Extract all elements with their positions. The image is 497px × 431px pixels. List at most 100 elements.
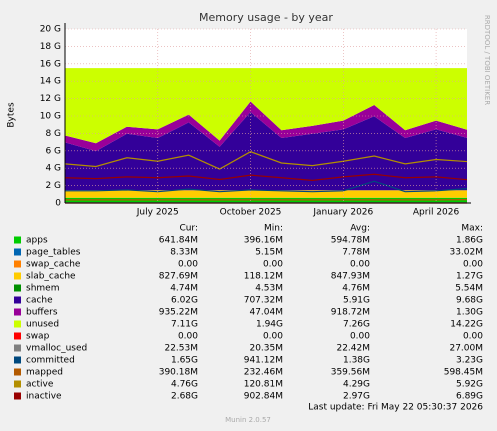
legend-stat: 0.00 xyxy=(263,260,283,270)
legend-label: vmalloc_used xyxy=(26,344,87,354)
legend-swatch xyxy=(14,344,21,352)
legend-stat: 4.76M xyxy=(342,284,370,294)
legend-stat: 0.00 xyxy=(463,260,483,270)
legend-label: page_tables xyxy=(26,248,81,258)
legend-stat: 27.00M xyxy=(449,344,483,354)
legend-stat: 6.02G xyxy=(171,296,198,306)
legend-label: apps xyxy=(26,236,48,246)
version: Munin 2.0.57 xyxy=(225,416,271,424)
legend-stat: 1.65G xyxy=(171,356,198,366)
legend-swatch xyxy=(14,284,21,292)
legend-stat: 33.02M xyxy=(449,248,483,258)
legend-stat: 47.04M xyxy=(249,308,283,318)
legend-stat: 827.69M xyxy=(159,272,198,282)
legend-swatch xyxy=(14,368,21,376)
legend-label: slab_cache xyxy=(26,272,76,282)
y-tick-label: 14 G xyxy=(40,77,61,87)
area xyxy=(65,190,467,198)
legend-swatch xyxy=(14,248,21,256)
legend-label: committed xyxy=(26,356,75,366)
legend-stat: 1.86G xyxy=(456,236,483,246)
legend-label: inactive xyxy=(26,392,62,402)
legend-stat: 0.00 xyxy=(350,332,370,342)
legend-swatch xyxy=(14,296,21,304)
y-tick-label: 12 G xyxy=(40,94,61,104)
legend-stat: 0.00 xyxy=(350,260,370,270)
x-tick-label: July 2025 xyxy=(136,208,179,218)
y-tick-label: 20 G xyxy=(40,25,61,35)
legend-stat: 9.68G xyxy=(456,296,483,306)
y-tick-label: 10 G xyxy=(40,112,61,122)
side-label: RRDTOOL / TOBI OETIKER xyxy=(483,15,491,105)
legend-swatch xyxy=(14,320,21,328)
area xyxy=(65,101,467,152)
legend-stat: 941.12M xyxy=(244,356,283,366)
legend-label: shmem xyxy=(26,284,59,294)
legend-stat: 5.54M xyxy=(455,284,483,294)
legend-label: active xyxy=(26,380,54,390)
legend-stat: 22.42M xyxy=(336,344,370,354)
legend-swatch xyxy=(14,236,21,244)
legend-stat: 918.72M xyxy=(331,308,370,318)
x-tick-label: October 2025 xyxy=(220,208,282,218)
legend-stat: 0.00 xyxy=(178,332,198,342)
legend-stat: 847.93M xyxy=(331,272,370,282)
legend-stat: 0.00 xyxy=(178,260,198,270)
column-header: Avg: xyxy=(350,224,370,234)
legend-stat: 5.91G xyxy=(343,296,370,306)
legend-stat: 641.84M xyxy=(159,236,198,246)
line xyxy=(65,180,468,193)
y-tick-label: 0 xyxy=(55,199,61,209)
y-tick-label: 16 G xyxy=(40,59,61,69)
line xyxy=(64,173,468,181)
legend-stat: 594.78M xyxy=(331,236,370,246)
legend-stat: 232.46M xyxy=(244,368,283,378)
legend-swatch xyxy=(14,260,21,268)
legend-label: unused xyxy=(26,320,59,330)
legend-swatch xyxy=(14,392,21,400)
legend-stat: 935.22M xyxy=(159,308,198,318)
footer: Last update: Fri May 22 05:30:37 2026 xyxy=(308,403,483,413)
x-tick-label: April 2026 xyxy=(413,208,460,218)
y-tick-label: 18 G xyxy=(40,42,61,52)
legend-stat: 6.89G xyxy=(456,392,483,402)
chart-title: Memory usage - by year xyxy=(199,11,333,24)
legend-stat: 1.38G xyxy=(343,356,370,366)
legend-stat: 120.81M xyxy=(244,380,283,390)
legend-label: swap_cache xyxy=(26,260,81,270)
y-tick-label: 6 G xyxy=(45,146,61,156)
legend-stat: 22.53M xyxy=(164,344,198,354)
column-header: Min: xyxy=(264,224,283,234)
legend-stat: 1.30G xyxy=(456,308,483,318)
area xyxy=(65,68,467,144)
legend-stat: 1.27G xyxy=(456,272,483,282)
legend-stat: 4.53M xyxy=(255,284,283,294)
legend-label: mapped xyxy=(26,368,63,378)
legend-stat: 5.15M xyxy=(255,248,283,258)
legend-stat: 359.56M xyxy=(331,368,370,378)
legend-stat: 0.00 xyxy=(463,332,483,342)
legend-stat: 2.97G xyxy=(343,392,370,402)
y-tick-label: 2 G xyxy=(45,181,61,191)
legend-swatch xyxy=(14,380,21,388)
line xyxy=(64,151,468,170)
legend-stat: 5.92G xyxy=(456,380,483,390)
area xyxy=(65,111,467,191)
legend-stat: 1.94G xyxy=(256,320,283,330)
y-tick-label: 4 G xyxy=(45,164,61,174)
y-tick-label: 8 G xyxy=(45,129,61,139)
column-header: Max: xyxy=(461,224,483,234)
legend-stat: 7.78M xyxy=(342,248,370,258)
legend-stat: 7.26G xyxy=(343,320,370,330)
legend-stat: 8.33M xyxy=(170,248,198,258)
legend-stat: 4.76G xyxy=(171,380,198,390)
x-tick-label: January 2026 xyxy=(312,208,373,218)
legend-stat: 20.35M xyxy=(249,344,283,354)
column-header: Cur: xyxy=(179,224,198,234)
legend-stat: 118.12M xyxy=(244,272,283,282)
legend-label: cache xyxy=(26,296,53,306)
legend-swatch xyxy=(14,332,21,340)
legend-stat: 598.45M xyxy=(444,368,483,378)
legend-stat: 390.18M xyxy=(159,368,198,378)
